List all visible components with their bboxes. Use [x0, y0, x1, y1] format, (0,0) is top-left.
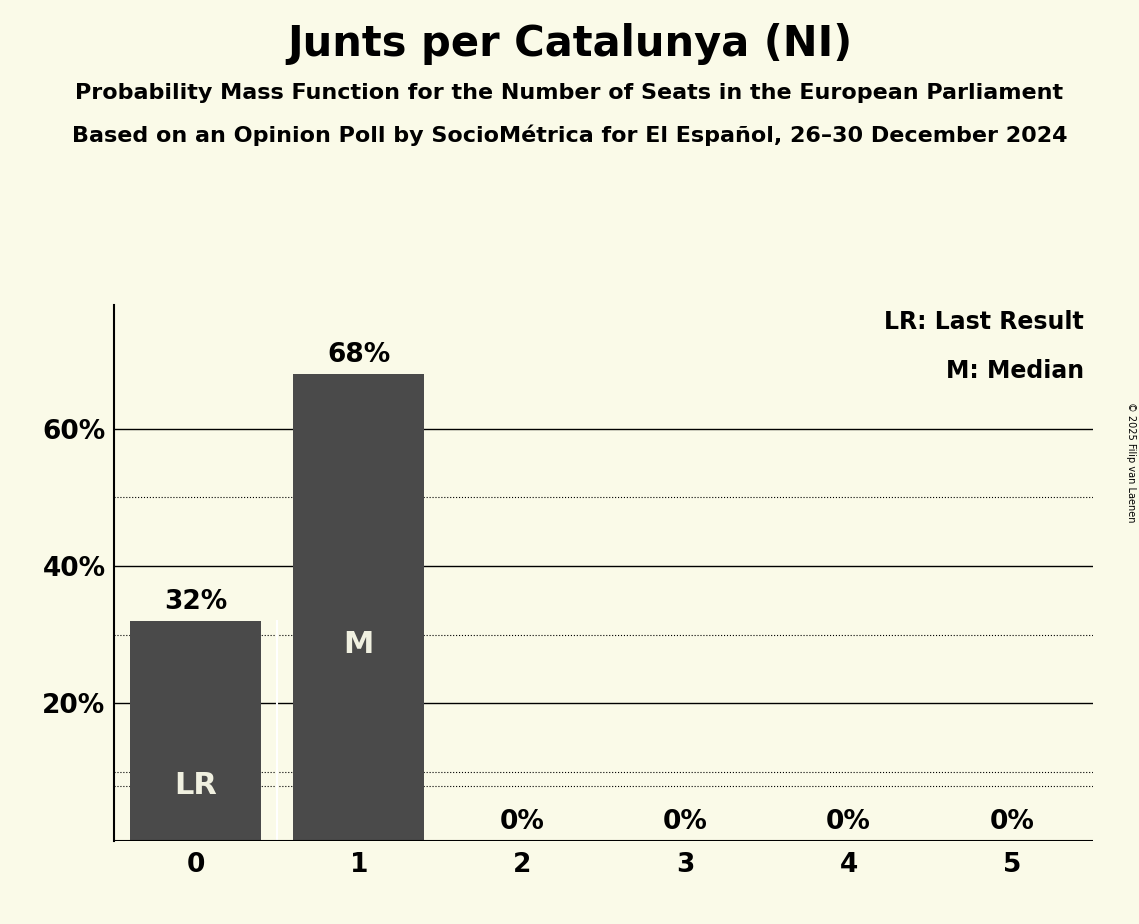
Text: LR: LR [174, 772, 216, 800]
Text: Based on an Opinion Poll by SocioMétrica for El Español, 26–30 December 2024: Based on an Opinion Poll by SocioMétrica… [72, 125, 1067, 146]
Bar [130, 621, 261, 841]
Text: Probability Mass Function for the Number of Seats in the European Parliament: Probability Mass Function for the Number… [75, 83, 1064, 103]
Text: M: Median: M: Median [945, 359, 1083, 383]
Text: 0%: 0% [826, 809, 871, 835]
Text: LR: Last Result: LR: Last Result [884, 310, 1083, 334]
Text: 0%: 0% [500, 809, 544, 835]
Text: Junts per Catalunya (NI): Junts per Catalunya (NI) [287, 23, 852, 65]
Text: © 2025 Filip van Laenen: © 2025 Filip van Laenen [1126, 402, 1136, 522]
Text: 68%: 68% [327, 342, 391, 368]
Text: 0%: 0% [990, 809, 1034, 835]
Bar [294, 373, 424, 841]
Text: M: M [344, 630, 374, 659]
Text: 0%: 0% [663, 809, 707, 835]
Text: 32%: 32% [164, 590, 227, 615]
